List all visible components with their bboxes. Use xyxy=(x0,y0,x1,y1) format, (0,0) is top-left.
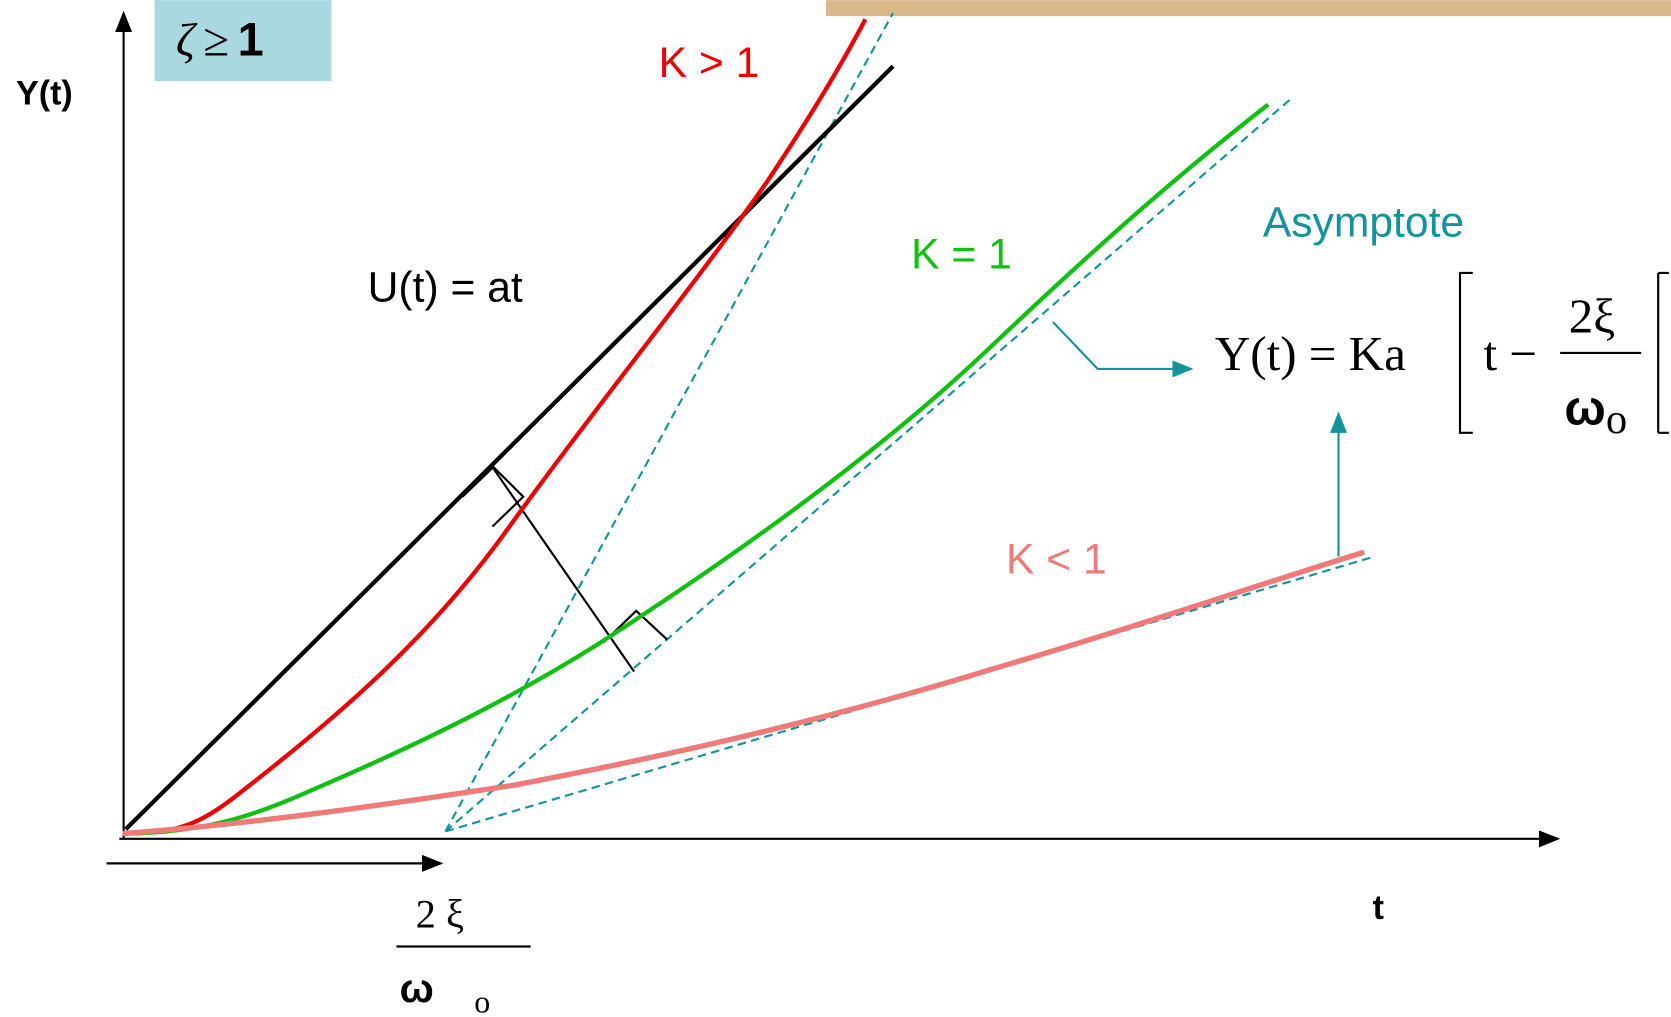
offset-omega: ω xyxy=(400,965,434,1011)
x-axis-label: t xyxy=(1373,889,1384,927)
offset-numerator: 2 ξ xyxy=(416,891,464,936)
badge-relation: ≥ xyxy=(203,15,229,67)
curve-k-eq-1 xyxy=(123,105,1269,834)
badge-symbol: ζ xyxy=(176,15,198,67)
y-axis-label: Y(t) xyxy=(16,75,73,113)
formula-term: t − xyxy=(1483,326,1537,381)
curve-label: K < 1 xyxy=(1006,536,1107,584)
formula-lhs: Y(t) = Ka xyxy=(1215,326,1406,381)
formula-denominator: ωo xyxy=(1564,381,1627,443)
badge: ζ≥1 xyxy=(176,14,264,67)
curve-label: K = 1 xyxy=(911,231,1012,279)
perpendicular xyxy=(463,467,668,672)
curve-k-gt-1 xyxy=(123,19,866,833)
input-label: U(t) = at xyxy=(368,264,523,312)
formula: Y(t) = Ka t − 2ξ ωo xyxy=(1215,273,1669,443)
badge-value: 1 xyxy=(238,14,264,66)
offset-fraction: 2 ξ ω o xyxy=(396,891,530,1017)
asymptote-label: Asymptote xyxy=(1263,199,1464,247)
offset-subscript: o xyxy=(474,985,490,1017)
background-strip xyxy=(826,0,1671,16)
formula-numerator: 2ξ xyxy=(1569,289,1615,344)
formula-arrow xyxy=(1053,322,1192,369)
formula-subscript: o xyxy=(1606,396,1627,443)
slide: ζ≥1 Y(t) t K > 1 K = 1 K < 1 U(t) = at A… xyxy=(0,0,1671,1017)
formula-omega: ω xyxy=(1564,381,1605,435)
curve-label: K > 1 xyxy=(659,39,760,87)
